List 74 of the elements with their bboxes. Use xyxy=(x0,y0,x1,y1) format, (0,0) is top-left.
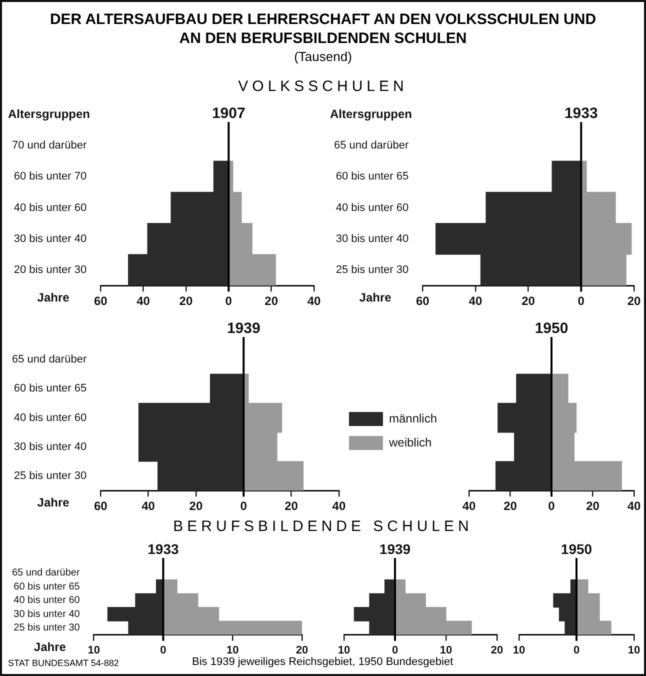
x-tick-label: 20 xyxy=(504,499,518,514)
chart-title: 1933 xyxy=(564,105,598,122)
y-tick-label: 60 bis unter 65 xyxy=(14,581,80,592)
y-tick-label: 40 bis unter 60 xyxy=(14,595,80,606)
y-tick-label: 65 und darüber xyxy=(12,354,87,366)
x-tick-label: 60 xyxy=(94,294,108,308)
y-tick-label: 25 bis unter 30 xyxy=(336,264,409,276)
y-tick-label: 40 bis unter 60 xyxy=(336,202,409,214)
x-tick-label: 20 xyxy=(179,294,193,308)
x-tick-label: 0 xyxy=(548,499,556,514)
x-tick-label: 20 xyxy=(586,499,600,514)
y-tick-label: 40 bis unter 60 xyxy=(14,202,87,214)
x-tick-label: 40 xyxy=(468,294,482,308)
x-tick-label: 0 xyxy=(240,499,248,514)
x-tick-label: 10 xyxy=(628,644,640,656)
x-tick-label: 10 xyxy=(440,644,452,656)
chart-title: 1933 xyxy=(148,541,179,557)
y-tick-label: 70 und darüber xyxy=(12,140,87,152)
y-tick-label: 65 und darüber xyxy=(12,568,80,579)
text: VOLKSSCHULEN xyxy=(238,78,408,95)
text: Jahre xyxy=(34,640,66,654)
x-tick-label: 0 xyxy=(392,644,398,656)
text: Jahre xyxy=(37,290,70,305)
x-tick-label: 20 xyxy=(264,294,278,308)
x-tick-label: 40 xyxy=(136,294,150,308)
y-tick-label: 30 bis unter 40 xyxy=(336,232,409,245)
y-tick-label: 25 bis unter 30 xyxy=(14,622,80,634)
text: Jahre xyxy=(359,290,392,305)
x-tick-label: 20 xyxy=(627,294,641,308)
text: Jahre xyxy=(37,496,70,510)
text: STAT BUNDESAMT 54-882 xyxy=(8,658,119,668)
x-tick-label: 40 xyxy=(332,499,346,514)
x-tick-label: 60 xyxy=(94,499,108,514)
x-tick-label: 40 xyxy=(462,499,476,514)
x-tick-label: 0 xyxy=(573,644,580,656)
x-tick-label: 20 xyxy=(189,499,203,514)
text: (Tausend) xyxy=(293,49,353,64)
y-axis-title: Altersgruppen xyxy=(8,107,90,121)
x-tick-label: 20 xyxy=(296,644,308,656)
x-tick-label: 10 xyxy=(338,644,350,656)
y-tick-label: 30 bis unter 40 xyxy=(14,232,87,245)
x-tick-label: 0 xyxy=(225,294,232,308)
x-tick-label: 20 xyxy=(284,499,298,514)
x-tick-label: 0 xyxy=(160,644,166,656)
x-tick-label: 40 xyxy=(142,499,156,514)
chart-title: 1907 xyxy=(212,105,246,122)
y-tick-label: 60 bis unter 70 xyxy=(14,170,87,183)
x-tick-label: 60 xyxy=(416,294,430,308)
text: Bis 1939 jeweiliges Reichsgebiet, 1950 Bundesgebiet xyxy=(192,656,454,668)
y-axis-title: Altersgruppen xyxy=(330,107,412,121)
chart-title: 1939 xyxy=(379,541,411,557)
x-tick-label: 20 xyxy=(490,644,504,656)
y-tick-label: 30 bis unter 40 xyxy=(14,608,80,620)
chart-title: 1950 xyxy=(560,541,592,557)
legend-label: weiblich xyxy=(388,435,432,450)
x-tick-label: 0 xyxy=(578,294,585,308)
chart-title: 1939 xyxy=(226,320,260,337)
x-tick-label: 20 xyxy=(522,294,536,308)
x-tick-label: 10 xyxy=(226,644,239,656)
x-tick-label: 10 xyxy=(88,644,100,656)
x-tick-label: 40 xyxy=(627,499,641,514)
y-tick-label: 60 bis unter 65 xyxy=(336,170,409,183)
text: DER ALTERSAUFBAU DER LEHRERSCHAFT AN DEN VOLKSSCHULEN UND AN DEN BERUFSBILDENDEN SCHULEN xyxy=(48,10,598,48)
y-tick-label: 40 bis unter 60 xyxy=(14,412,87,424)
y-tick-label: 65 und darüber xyxy=(334,140,409,152)
y-tick-label: 25 bis unter 30 xyxy=(14,470,87,482)
y-tick-label: 20 bis unter 30 xyxy=(14,264,87,276)
text: BERUFSBILDENDE SCHULEN xyxy=(173,518,473,535)
legend-label: männlich xyxy=(388,411,438,426)
x-tick-label: 40 xyxy=(307,294,321,308)
x-tick-label: 10 xyxy=(512,644,526,656)
y-tick-label: 30 bis unter 40 xyxy=(14,440,87,453)
chart-title: 1950 xyxy=(534,320,568,337)
y-tick-label: 60 bis unter 65 xyxy=(14,382,87,395)
